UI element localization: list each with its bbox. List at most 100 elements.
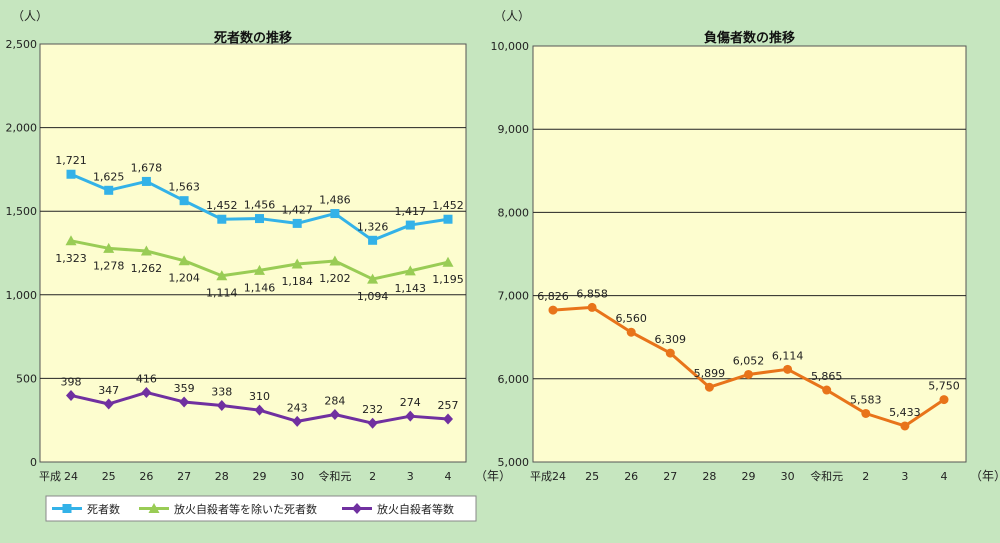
data-point <box>367 273 379 284</box>
x-tick-label: 2 <box>862 470 869 483</box>
data-label: 1,326 <box>357 220 389 233</box>
data-point <box>548 305 558 315</box>
data-label: 5,433 <box>889 406 921 419</box>
y-unit-label: （人） <box>12 9 48 23</box>
injuries-chart: 5,000 6,000 7,000 8,000 9,000 10,000 （人） 負傷者数の推… <box>491 9 1000 483</box>
data-point <box>587 302 597 312</box>
legend-label: 死者数 <box>87 503 120 516</box>
legend-box <box>45 495 477 522</box>
data-point <box>367 417 378 429</box>
data-point <box>291 258 303 269</box>
x-tick-label: 2 <box>369 470 376 483</box>
data-point <box>665 348 675 358</box>
x-tick-label: 3 <box>901 470 908 483</box>
data-label: 416 <box>136 372 157 385</box>
data-label: 6,560 <box>615 312 647 325</box>
data-point <box>744 369 753 379</box>
data-point <box>404 265 416 276</box>
data-label: 359 <box>174 382 195 395</box>
data-point <box>141 176 151 186</box>
x-tick-label: 24 <box>552 470 566 483</box>
data-point <box>255 214 264 224</box>
data-point <box>329 409 340 421</box>
x-tick-label: 25 <box>102 470 116 483</box>
data-label: 1,563 <box>168 181 200 194</box>
legend-label: 放火自殺者等数 <box>377 502 454 516</box>
plot-area <box>532 45 967 463</box>
data-label: 1,452 <box>206 199 238 212</box>
data-point <box>443 413 453 425</box>
y-tick-label: 6,000 <box>498 373 530 386</box>
plot-area <box>39 43 467 463</box>
x-tick-label: 29 <box>253 470 267 483</box>
legend-swatch-marker <box>62 504 72 513</box>
data-label: 1,094 <box>357 290 389 303</box>
data-point <box>443 214 453 224</box>
data-label: 1,278 <box>93 259 125 272</box>
y-tick-label: 10,000 <box>491 40 530 53</box>
data-label: 5,865 <box>811 370 843 383</box>
data-point <box>900 421 910 431</box>
y-tick-label: 2,000 <box>6 122 38 135</box>
data-point <box>216 399 227 411</box>
x-tick-label: 29 <box>742 470 756 483</box>
data-label: 398 <box>61 375 82 388</box>
data-label: 1,323 <box>55 252 87 265</box>
data-label: 232 <box>362 403 383 416</box>
data-label: 1,417 <box>395 205 427 218</box>
y-tick-label: 1,500 <box>6 205 38 218</box>
data-label: 1,486 <box>319 194 351 207</box>
x-tick-label: 4 <box>445 470 452 483</box>
data-label: 310 <box>249 390 270 403</box>
chart-title: 負傷者数の推移 <box>704 30 795 46</box>
chart-title: 死者数の推移 <box>214 30 292 46</box>
y-tick-label: 1,000 <box>6 289 38 302</box>
data-label: 6,114 <box>772 349 804 362</box>
data-label: 1,202 <box>319 272 351 285</box>
y-tick-label: 7,000 <box>498 290 530 303</box>
data-point <box>66 389 76 401</box>
legend-swatch-marker <box>352 503 362 514</box>
data-point <box>179 196 189 206</box>
data-label: 1,204 <box>168 272 200 285</box>
data-point <box>292 415 303 427</box>
data-label: 1,452 <box>432 199 464 212</box>
x-tick-label: 令和元 <box>810 469 843 483</box>
data-point <box>704 382 714 392</box>
data-label: 1,146 <box>244 281 276 294</box>
x-era-prefix: 平成 <box>530 470 552 483</box>
data-point <box>178 255 190 266</box>
data-point <box>939 395 949 405</box>
data-label: 257 <box>438 399 459 412</box>
data-point <box>783 364 793 374</box>
x-tick-label: 3 <box>407 470 414 483</box>
data-point <box>329 255 341 266</box>
x-unit-label: （年） <box>475 469 511 483</box>
y-tick-label: 8,000 <box>498 206 530 219</box>
data-point <box>216 270 228 281</box>
data-point <box>822 385 832 395</box>
y-tick-label: 5,000 <box>498 456 530 469</box>
data-label: 1,456 <box>244 199 276 212</box>
data-point <box>103 398 114 410</box>
x-tick-label: 28 <box>215 470 229 483</box>
data-point <box>254 264 265 275</box>
data-point <box>368 235 378 245</box>
data-label: 5,899 <box>694 367 726 380</box>
y-unit-label: （人） <box>494 9 530 23</box>
data-label: 6,052 <box>733 354 765 367</box>
legend-label: 放火自殺者等を除いた死者数 <box>174 502 317 516</box>
y-tick-label: 9,000 <box>498 123 530 136</box>
y-tick-label: 500 <box>16 372 37 385</box>
data-point <box>179 396 190 408</box>
data-point <box>103 242 115 253</box>
data-point <box>217 214 227 224</box>
x-tick-label: 26 <box>624 470 638 483</box>
data-point <box>292 218 302 228</box>
data-label: 1,195 <box>432 273 464 286</box>
x-tick-label: 4 <box>941 470 948 483</box>
data-label: 1,143 <box>395 282 427 295</box>
data-point <box>66 169 76 179</box>
